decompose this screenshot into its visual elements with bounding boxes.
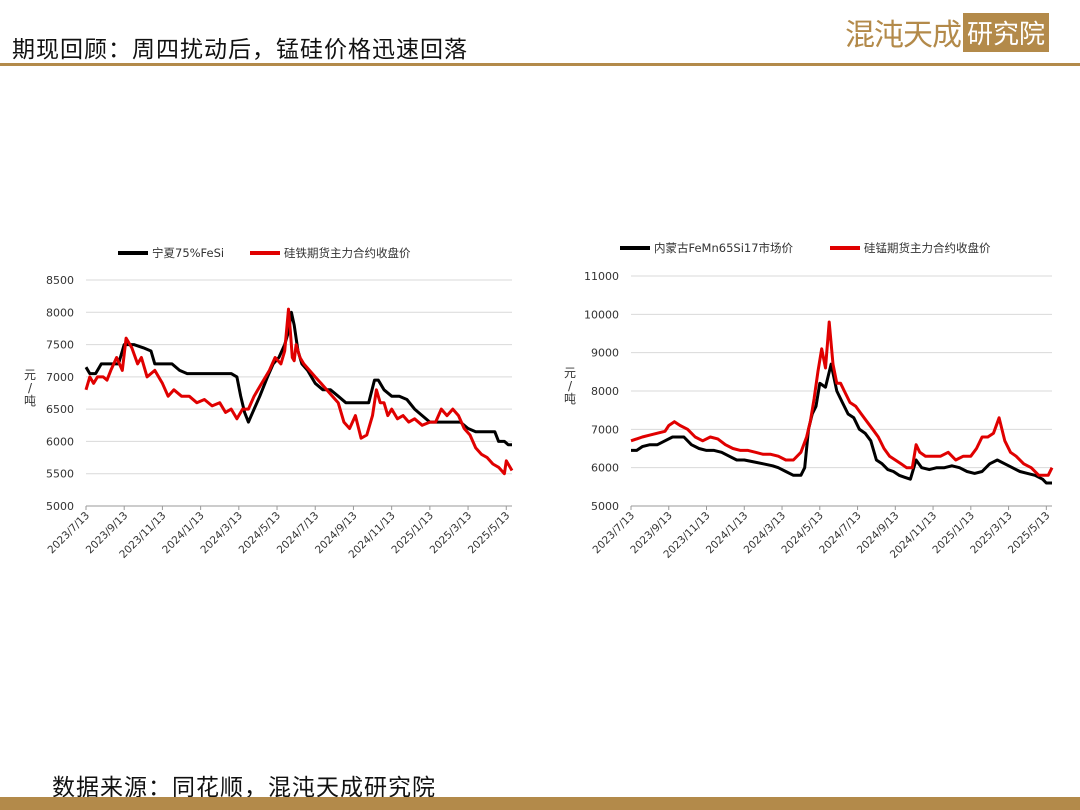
right-chart-y-tick-label: 5000 — [591, 500, 619, 513]
right-chart-group: 5000600070008000900010000110002023/7/132… — [564, 241, 1054, 561]
right-chart-legend-label: 内蒙古FeMn65Si17市场价 — [654, 241, 794, 255]
right-chart-x-tick-label: 2025/3/13 — [968, 510, 1015, 557]
left-chart-x-tick-label: 2023/11/13 — [117, 510, 168, 561]
right-chart-x-tick-label: 2025/5/13 — [1006, 510, 1053, 557]
left-chart-group: 5000 5500 6000 6500 7000 7500 8000 8500 2023/7/1… — [24, 246, 514, 561]
left-chart-series-red-line — [84, 307, 514, 476]
left-chart-x-tick-label: 2025/5/13 — [466, 510, 513, 557]
right-chart-x-tick-label: 2024/5/13 — [779, 510, 826, 557]
left-chart-x-tick-label: 2024/7/13 — [275, 510, 322, 557]
left-chart-x-tick-label: 2024/3/13 — [198, 510, 245, 557]
left-chart-y-tick-label: 6000 — [46, 435, 74, 448]
right-chart-x-tick-label: 2023/9/13 — [628, 510, 675, 557]
left-chart-x-tick-label: 2025/3/13 — [428, 510, 475, 557]
data-source: 数据来源：同花顺，混沌天成研究院 — [52, 775, 436, 801]
right-chart-y-tick-label: 10000 — [584, 308, 619, 321]
left-chart-x-tick-label: 2024/9/13 — [313, 510, 360, 557]
right-chart-x-tick-label: 2024/3/13 — [742, 510, 789, 557]
right-chart-x-tick-label: 2023/7/13 — [591, 510, 638, 557]
left-chart-y-tick-label: 7500 — [46, 339, 74, 352]
left-chart-y-axis-title: 元/吨 — [24, 368, 36, 408]
left-chart-x-tick-label: 2025/1/13 — [389, 510, 436, 557]
left-chart-y-tick-label: 5000 — [46, 500, 74, 513]
left-chart-legend-label: 宁夏75%FeSi — [152, 246, 224, 260]
left-chart-y-tick-label: 6500 — [46, 403, 74, 416]
left-chart-y-tick-label: 8500 — [46, 274, 74, 287]
left-chart-x-tick-label: 2024/1/13 — [160, 510, 207, 557]
left-chart-y-tick-label: 5500 — [46, 468, 74, 481]
left-chart-x-tick-label: 2023/9/13 — [84, 510, 131, 557]
right-chart-y-axis-title: 元/吨 — [564, 366, 576, 406]
left-chart-legend-label: 硅铁期货主力合约收盘价 — [284, 246, 411, 260]
right-chart-series-black-line — [631, 362, 1052, 485]
logo-text: 混沌天成 — [845, 18, 962, 53]
title-divider — [0, 63, 1080, 66]
right-chart-x-tick-label: 2024/7/13 — [817, 510, 864, 557]
right-chart-y-tick-label: 7000 — [591, 423, 619, 436]
brand-logo: 混沌天成 研究院 — [845, 12, 1050, 53]
left-chart-x-tick-label: 2024/11/13 — [346, 510, 397, 561]
right-chart-x-tick-label: 2024/11/13 — [888, 510, 939, 561]
logo-box-text: 研究院 — [963, 12, 1050, 52]
left-chart-series-black-line — [84, 310, 512, 447]
left-chart-y-tick-label: 8000 — [46, 306, 74, 319]
right-chart-series-red-line — [630, 320, 1054, 477]
right-chart-y-tick-label: 11000 — [584, 270, 619, 283]
page-title: 期现回顾：周四扰动后，锰硅价格迅速回落 — [12, 37, 468, 63]
right-chart-y-tick-label: 8000 — [591, 385, 619, 398]
left-chart-x-tick-label: 2024/5/13 — [237, 510, 284, 557]
right-chart-x-tick-label: 2023/11/13 — [661, 510, 712, 561]
left-chart-x-tick-label: 2023/7/13 — [46, 510, 93, 557]
right-chart-x-tick-label: 2025/1/13 — [930, 510, 977, 557]
right-chart-legend-label: 硅锰期货主力合约收盘价 — [864, 241, 991, 255]
right-chart-x-tick-label: 2024/9/13 — [855, 510, 902, 557]
right-chart-y-tick-label: 6000 — [591, 462, 619, 475]
right-chart-y-tick-label: 9000 — [591, 347, 619, 360]
footer-bar — [0, 797, 1080, 810]
right-chart-x-tick-label: 2024/1/13 — [704, 510, 751, 557]
left-chart-y-tick-label: 7000 — [46, 371, 74, 384]
